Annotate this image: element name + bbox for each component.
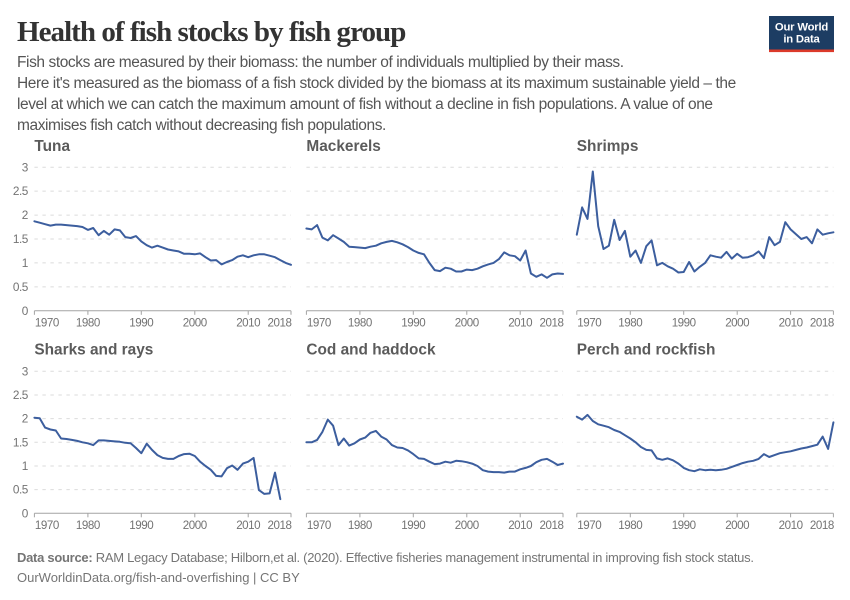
svg-text:in Data: in Data: [783, 34, 820, 46]
svg-text:1970: 1970: [35, 317, 59, 330]
svg-text:1990: 1990: [129, 317, 153, 330]
svg-text:1970: 1970: [307, 317, 331, 330]
svg-text:1990: 1990: [672, 317, 696, 330]
svg-text:Perch and rockfish: Perch and rockfish: [577, 342, 716, 359]
svg-text:1.5: 1.5: [13, 232, 29, 246]
svg-text:2.5: 2.5: [13, 388, 29, 402]
svg-text:Tuna: Tuna: [34, 138, 70, 155]
svg-text:1970: 1970: [307, 519, 331, 532]
svg-text:1980: 1980: [76, 519, 100, 532]
svg-text:Our World: Our World: [775, 22, 829, 34]
svg-text:2010: 2010: [508, 519, 532, 532]
svg-text:1980: 1980: [618, 519, 642, 532]
svg-text:1: 1: [22, 256, 28, 270]
svg-text:2.5: 2.5: [13, 184, 29, 198]
svg-text:0: 0: [22, 304, 29, 318]
svg-text:1970: 1970: [35, 519, 59, 532]
svg-text:Shrimps: Shrimps: [577, 138, 639, 155]
svg-text:1980: 1980: [76, 317, 100, 330]
svg-text:1980: 1980: [348, 317, 372, 330]
svg-text:1980: 1980: [348, 519, 372, 532]
svg-text:1990: 1990: [129, 519, 153, 532]
svg-text:2010: 2010: [236, 317, 260, 330]
svg-text:2010: 2010: [779, 317, 803, 330]
svg-text:1980: 1980: [618, 317, 642, 330]
svg-text:2000: 2000: [183, 519, 207, 532]
svg-text:level at which we can catch th: level at which we can catch the maximum …: [17, 96, 713, 113]
svg-text:1990: 1990: [401, 519, 425, 532]
svg-text:2018: 2018: [810, 519, 834, 532]
svg-text:Fish stocks are measured by th: Fish stocks are measured by their biomas…: [17, 54, 624, 71]
svg-text:1990: 1990: [672, 519, 696, 532]
svg-text:1990: 1990: [401, 317, 425, 330]
svg-text:2010: 2010: [236, 519, 260, 532]
svg-text:2: 2: [22, 412, 28, 426]
svg-text:3: 3: [22, 160, 29, 174]
svg-text:2000: 2000: [455, 317, 479, 330]
svg-text:2010: 2010: [508, 317, 532, 330]
svg-text:2000: 2000: [455, 519, 479, 532]
svg-text:Mackerels: Mackerels: [306, 138, 380, 155]
svg-text:Sharks and rays: Sharks and rays: [34, 342, 153, 359]
svg-text:2018: 2018: [268, 317, 292, 330]
svg-text:1970: 1970: [577, 519, 601, 532]
svg-text:Cod and haddock: Cod and haddock: [306, 342, 436, 359]
svg-text:0: 0: [22, 506, 29, 520]
svg-text:2018: 2018: [540, 317, 564, 330]
svg-text:2000: 2000: [725, 317, 749, 330]
svg-text:0.5: 0.5: [13, 483, 29, 497]
svg-text:2: 2: [22, 208, 28, 222]
svg-text:3: 3: [22, 364, 29, 378]
svg-text:2018: 2018: [268, 519, 292, 532]
svg-text:1: 1: [22, 459, 28, 473]
svg-text:Here it's measured as the biom: Here it's measured as the biomass of a f…: [17, 75, 736, 92]
svg-text:maximises fish catch without d: maximises fish catch without decreasing …: [17, 117, 386, 134]
svg-text:Health of fish stocks by fish: Health of fish stocks by fish group: [17, 16, 405, 48]
svg-text:2018: 2018: [810, 317, 834, 330]
svg-text:OurWorldinData.org/fish-and-ov: OurWorldinData.org/fish-and-overfishing …: [17, 570, 300, 585]
svg-text:1970: 1970: [577, 317, 601, 330]
svg-text:2000: 2000: [183, 317, 207, 330]
svg-text:2010: 2010: [779, 519, 803, 532]
svg-text:Data source: RAM Legacy Databa: Data source: RAM Legacy Database; Hilbor…: [17, 550, 754, 565]
svg-text:0.5: 0.5: [13, 280, 29, 294]
svg-text:2018: 2018: [540, 519, 564, 532]
svg-text:1.5: 1.5: [13, 435, 29, 449]
svg-text:2000: 2000: [725, 519, 749, 532]
